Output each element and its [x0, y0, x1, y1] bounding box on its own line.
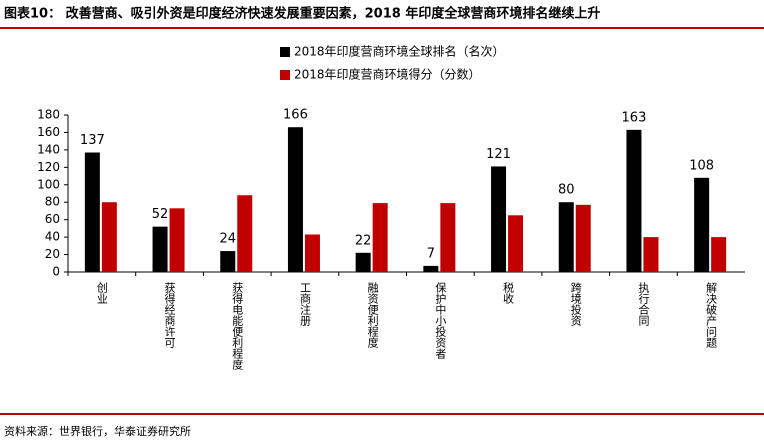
bar [355, 252, 371, 272]
bar [84, 152, 100, 272]
x-tick-label: 执行合同 [637, 281, 650, 327]
y-tick-label: 100 [37, 177, 60, 191]
legend-label: 2018年印度营商环境得分（分数） [294, 67, 481, 82]
y-tick-label: 160 [37, 125, 60, 139]
y-tick-label: 140 [37, 142, 60, 156]
x-tick-label: 保护中小投资者 [434, 281, 447, 360]
chart-title: 图表10： 改善营商、吸引外资是印度经济快速发展重要因素，2018 年印度全球营… [4, 6, 600, 22]
data-label: 80 [558, 183, 575, 198]
x-tick-label: 融资便利程度 [366, 282, 379, 349]
bar [152, 226, 168, 272]
x-tick-label: 解决破产问题 [705, 281, 718, 348]
y-tick-label: 40 [45, 230, 60, 244]
bar [372, 203, 388, 272]
y-tick-label: 180 [37, 108, 60, 122]
bar [643, 237, 659, 272]
bar [440, 203, 456, 272]
bar [626, 129, 642, 272]
y-tick-label: 0 [52, 265, 60, 279]
bar [169, 208, 185, 272]
x-tick-label: 获得电能便利程度 [231, 282, 244, 371]
legend-swatch [280, 70, 290, 80]
data-label: 7 [427, 246, 435, 261]
bar [694, 177, 710, 272]
data-label: 121 [486, 147, 511, 162]
y-tick-label: 80 [45, 195, 60, 209]
x-tick-label: 创业 [95, 282, 108, 304]
bar [558, 202, 574, 272]
bar [711, 237, 727, 272]
bar [101, 202, 117, 272]
y-tick-label: 120 [37, 160, 60, 174]
x-tick-label: 工商注册 [298, 282, 311, 327]
bar [287, 127, 303, 272]
bar [423, 265, 439, 272]
x-tick-label: 税收 [502, 281, 515, 305]
data-label: 166 [283, 108, 308, 123]
source-note: 资料来源：世界银行，华泰证券研究所 [4, 424, 191, 438]
legend-swatch [280, 47, 290, 57]
data-label: 24 [219, 232, 236, 247]
data-label: 163 [622, 110, 647, 125]
bar [220, 251, 236, 272]
data-label: 137 [80, 133, 105, 148]
data-label: 22 [355, 233, 372, 248]
bar [304, 234, 320, 272]
data-label: 52 [152, 207, 169, 222]
y-tick-label: 20 [45, 247, 60, 261]
bar [491, 166, 507, 272]
y-tick-label: 60 [45, 212, 60, 226]
bar [508, 215, 524, 272]
bar [575, 204, 591, 272]
x-tick-label: 获得经商许可 [163, 282, 176, 348]
bar [237, 195, 253, 272]
x-tick-label: 跨境投资 [569, 282, 582, 327]
legend-label: 2018年印度营商环境全球排名（名次） [294, 44, 505, 59]
data-label: 108 [689, 158, 714, 173]
